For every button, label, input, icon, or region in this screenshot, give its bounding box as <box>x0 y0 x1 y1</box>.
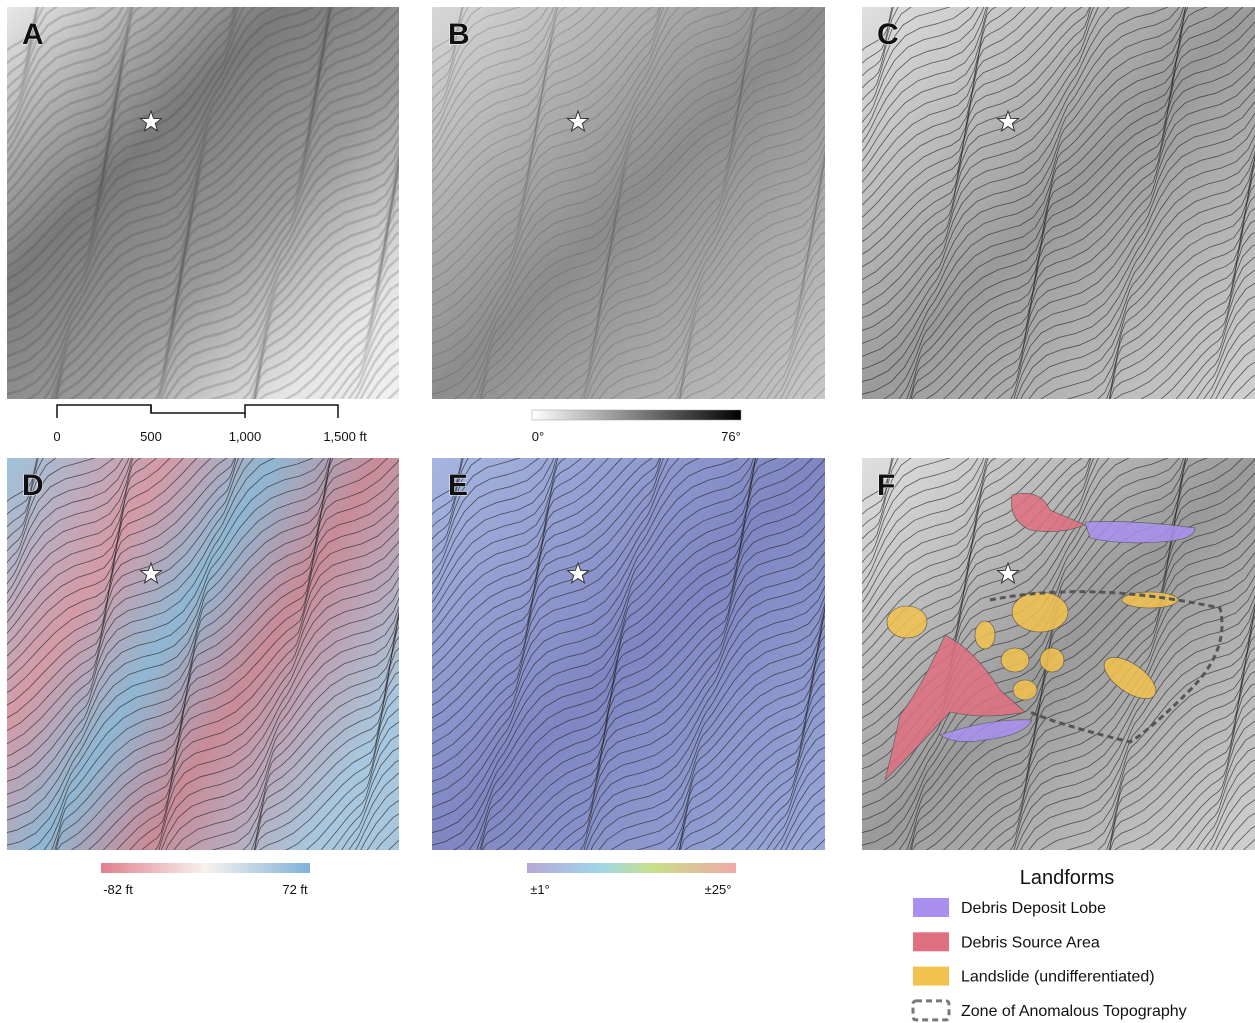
scale-label: 1,500 ft <box>323 429 367 444</box>
landslide <box>887 606 927 638</box>
figure: A B C D E F 0 500 1,000 1,500 ft 0° 76° … <box>0 0 1255 1023</box>
scale-label: 500 <box>140 429 162 444</box>
scale-label: 1,000 <box>229 429 262 444</box>
legend-label: Debris Deposit Lobe <box>961 900 1106 917</box>
panel-label: B <box>448 18 470 51</box>
colorbar-label: 72 ft <box>282 882 308 897</box>
colorbar-label: ±25° <box>705 882 732 897</box>
scale-bar <box>57 405 338 418</box>
legend-title: Landforms <box>1020 867 1115 889</box>
legend-swatch <box>913 932 949 951</box>
colorbar-label: 0° <box>532 429 544 444</box>
page: {"panels": [ {"label": "A"}, {"label": "… <box>0 0 1255 1023</box>
scale-label: 0 <box>53 429 60 444</box>
landslide <box>1012 592 1068 632</box>
legend-swatch <box>913 898 949 917</box>
colorbar-label: ±1° <box>530 882 550 897</box>
legend-label: Landslide (undifferentiated) <box>961 969 1155 986</box>
landslide <box>1013 680 1037 700</box>
contour-map <box>862 7 1255 399</box>
landslide <box>1040 648 1064 672</box>
landslide <box>1001 648 1029 672</box>
legend: Debris Deposit Lobe Debris Source Area Lan… <box>913 898 1187 1020</box>
legend-label: Zone of Anomalous Topography <box>961 1003 1187 1020</box>
panel-label: D <box>22 469 44 502</box>
legend-label: Debris Source Area <box>961 934 1100 951</box>
elevation-residual-map <box>7 458 399 850</box>
colorbar <box>532 410 741 420</box>
colorbar <box>101 863 310 873</box>
scale-bar-line <box>57 405 338 418</box>
legend-swatch <box>913 967 949 986</box>
curvature-map <box>432 458 825 850</box>
panel-label: A <box>22 18 44 51</box>
landslide <box>975 621 995 649</box>
colorbar-label: -82 ft <box>103 882 133 897</box>
colorbar <box>527 863 736 873</box>
colorbar-label: 76° <box>721 429 741 444</box>
slope-map <box>432 7 825 399</box>
panel-label: C <box>877 18 899 51</box>
scale-bar-line <box>151 405 245 418</box>
legend-swatch <box>913 1001 949 1020</box>
panel-label: F <box>877 469 895 502</box>
panel-label: E <box>448 469 468 502</box>
